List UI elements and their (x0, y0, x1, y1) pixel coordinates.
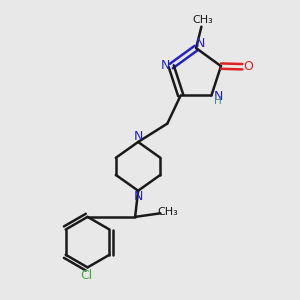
Text: N: N (196, 38, 205, 50)
Text: H: H (214, 96, 221, 106)
Text: CH₃: CH₃ (158, 207, 178, 218)
Text: Cl: Cl (80, 268, 92, 282)
Text: O: O (243, 60, 253, 73)
Text: N: N (213, 90, 223, 103)
Text: N: N (161, 59, 170, 72)
Text: N: N (134, 130, 143, 143)
Text: CH₃: CH₃ (192, 15, 213, 25)
Text: N: N (134, 190, 143, 202)
